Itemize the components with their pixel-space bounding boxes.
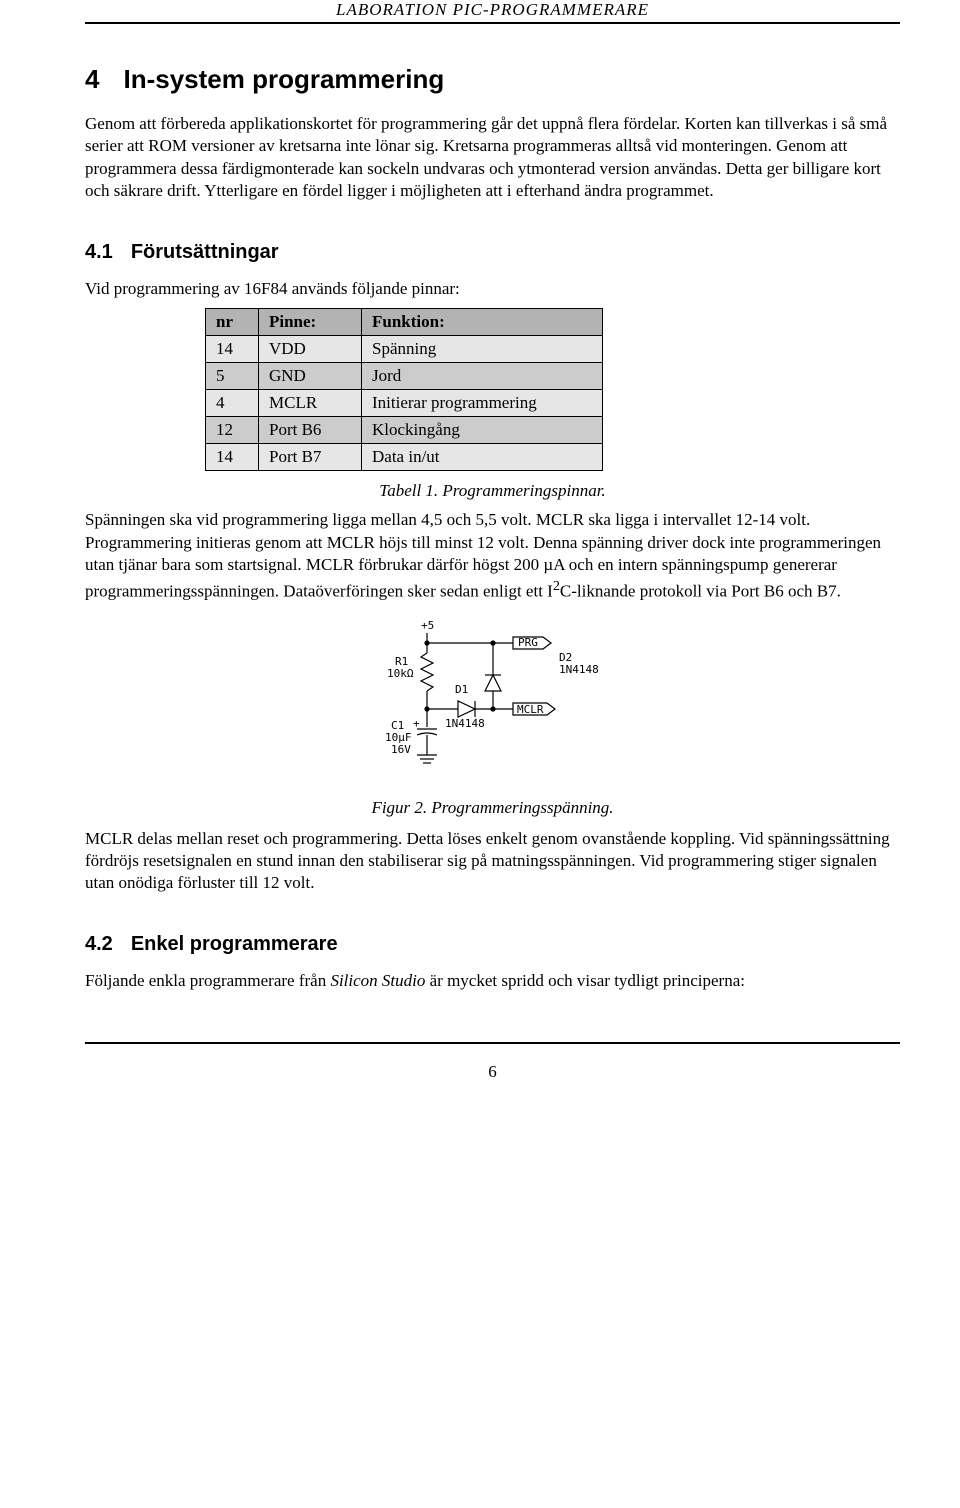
para42-c: är mycket spridd och visar tydligt princ… xyxy=(425,971,745,990)
section-4-1-title: Förutsättningar xyxy=(131,241,279,263)
section-4-title: In-system programmering xyxy=(123,64,444,94)
label-mclr: MCLR xyxy=(517,703,544,716)
table-row: 14 Port B7 Data in/ut xyxy=(206,444,603,471)
page-number: 6 xyxy=(488,1062,497,1081)
th-nr: nr xyxy=(206,309,259,336)
page-footer: 6 xyxy=(85,1042,900,1082)
cell: Spänning xyxy=(362,336,603,363)
figure-2-caption: Figur 2. Programmeringsspänning. xyxy=(85,798,900,818)
section-4-1-paragraph-3: MCLR delas mellan reset och programmerin… xyxy=(85,828,900,895)
section-4-heading: 4 In-system programmering xyxy=(85,64,900,95)
superscript-2: 2 xyxy=(553,578,560,594)
svg-text:+: + xyxy=(413,717,420,730)
cell: MCLR xyxy=(259,390,362,417)
section-4-number: 4 xyxy=(85,64,99,94)
section-4-2-number: 4.2 xyxy=(85,933,113,955)
label-r1-val: 10kΩ xyxy=(387,667,414,680)
label-d1-val: 1N4148 xyxy=(445,717,485,730)
label-d1: D1 xyxy=(455,683,468,696)
pin-table-header-row: nr Pinne: Funktion: xyxy=(206,309,603,336)
section-4-2-heading: 4.2 Enkel programmerare xyxy=(85,933,900,956)
cell: GND xyxy=(259,363,362,390)
section-4-1-paragraph-2: Spänningen ska vid programmering ligga m… xyxy=(85,509,900,602)
cell: 14 xyxy=(206,336,259,363)
cell: 5 xyxy=(206,363,259,390)
table-row: 12 Port B6 Klockingång xyxy=(206,417,603,444)
page: LABORATION PIC-PROGRAMMERARE 4 In-system … xyxy=(0,0,960,1122)
cell: Jord xyxy=(362,363,603,390)
section-4-1-number: 4.1 xyxy=(85,241,113,263)
section-4-paragraph: Genom att förbereda applikationskortet f… xyxy=(85,113,900,203)
section-4-1-intro: Vid programmering av 16F84 används följa… xyxy=(85,278,900,300)
para42-a: Följande enkla programmerare från xyxy=(85,971,330,990)
label-plus5: +5 xyxy=(421,619,434,632)
cell: Data in/ut xyxy=(362,444,603,471)
section-4-1-heading: 4.1 Förutsättningar xyxy=(85,241,900,264)
schematic-icon: +5 PRG R1 10kΩ D1 1N4148 xyxy=(363,617,623,787)
para2-part-b: C-liknande protokoll via Port B6 och B7. xyxy=(560,581,841,600)
table-row: 5 GND Jord xyxy=(206,363,603,390)
th-funktion: Funktion: xyxy=(362,309,603,336)
pin-table: nr Pinne: Funktion: 14 VDD Spänning 5 GN… xyxy=(205,308,603,471)
label-c1-v: 16V xyxy=(391,743,411,756)
cell: Klockingång xyxy=(362,417,603,444)
cell: VDD xyxy=(259,336,362,363)
cell: 4 xyxy=(206,390,259,417)
cell: Port B7 xyxy=(259,444,362,471)
table-row: 14 VDD Spänning xyxy=(206,336,603,363)
cell: Port B6 xyxy=(259,417,362,444)
table-1-caption: Tabell 1. Programmeringspinnar. xyxy=(85,481,900,501)
section-4-2-paragraph: Följande enkla programmerare från Silico… xyxy=(85,970,900,992)
label-d2-val: 1N4148 xyxy=(559,663,599,676)
label-prg: PRG xyxy=(518,636,538,649)
page-header: LABORATION PIC-PROGRAMMERARE xyxy=(85,0,900,24)
cell: Initierar programmering xyxy=(362,390,603,417)
th-pinne: Pinne: xyxy=(259,309,362,336)
figure-2: +5 PRG R1 10kΩ D1 1N4148 xyxy=(85,617,900,792)
para42-italic: Silicon Studio xyxy=(330,971,425,990)
section-4-2-title: Enkel programmerare xyxy=(131,933,338,955)
cell: 12 xyxy=(206,417,259,444)
cell: 14 xyxy=(206,444,259,471)
table-row: 4 MCLR Initierar programmering xyxy=(206,390,603,417)
